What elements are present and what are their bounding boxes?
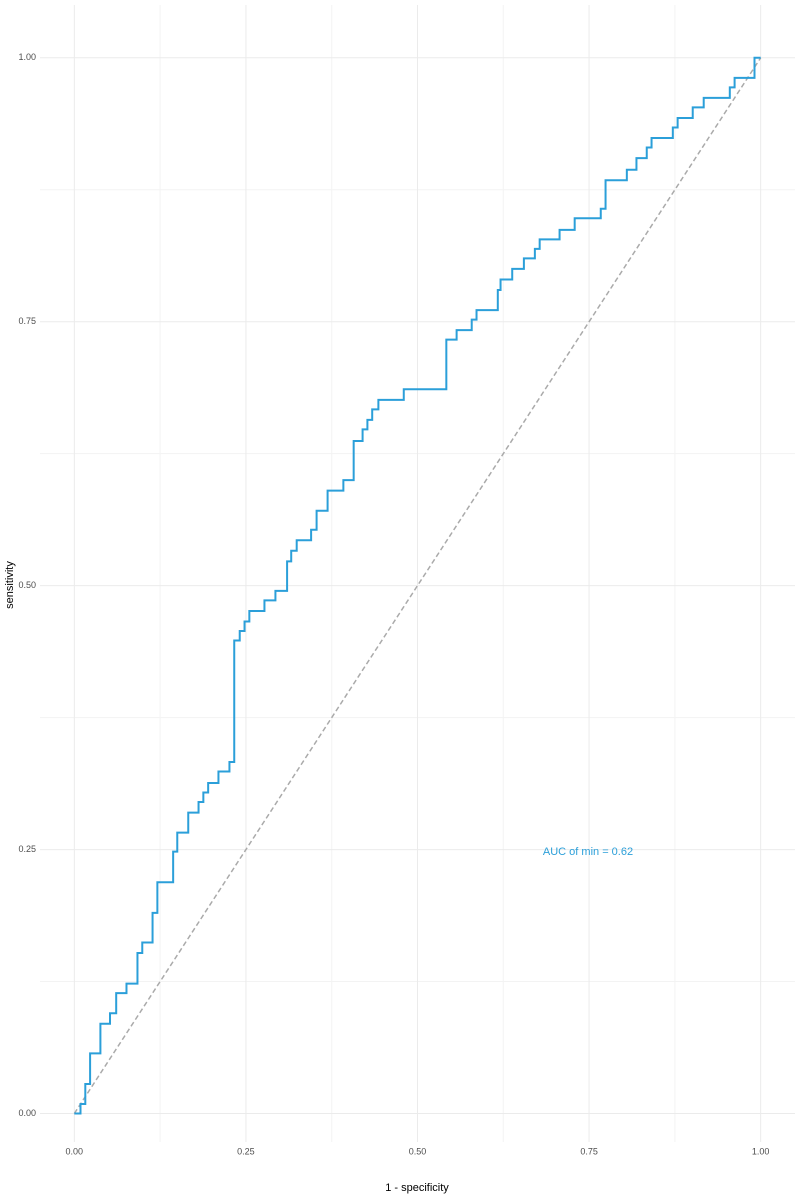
diagonal-line [73, 57, 762, 1114]
x-axis-title: 1 - specificity [385, 1182, 449, 1194]
y-tick-label: 0.25 [18, 844, 36, 854]
roc-curve [74, 56, 761, 1115]
x-tick-label: 0.00 [66, 1146, 84, 1156]
y-axis-title: sensitivity [4, 561, 16, 609]
y-tick-label: 0.75 [18, 316, 36, 326]
annotation: AUC of min = 0.62 [543, 846, 633, 858]
x-tick-label: 0.75 [580, 1146, 598, 1156]
x-tick-label: 1.00 [752, 1146, 770, 1156]
x-tick-label: 0.50 [409, 1146, 427, 1156]
y-tick-label: 0.50 [18, 580, 36, 590]
x-tick-label: 0.25 [237, 1146, 255, 1156]
y-tick-label: 0.00 [18, 1108, 36, 1118]
y-tick-label: 1.00 [18, 52, 36, 62]
